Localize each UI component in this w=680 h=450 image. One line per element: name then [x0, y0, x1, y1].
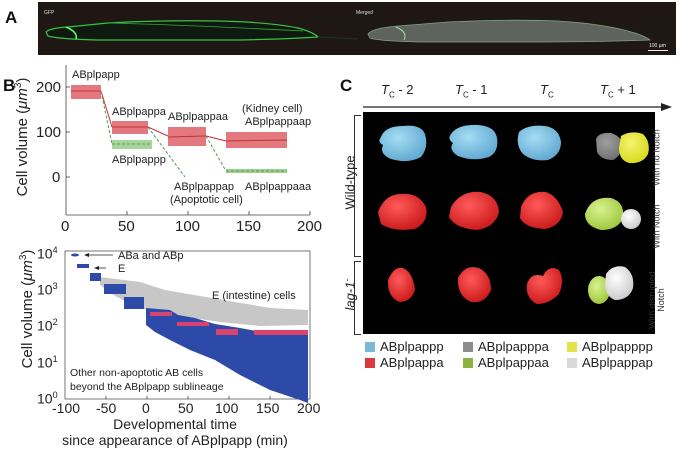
lag1-label: lag-1-: [342, 278, 358, 311]
label-abplpappp: ABplpappp: [112, 154, 166, 166]
cell-blue-tc-2: [379, 125, 427, 162]
legend-item-abplpappa: ABplpappa: [365, 355, 444, 370]
label-other-ab-line2: beyond the ABplpapp sublineage: [70, 381, 224, 393]
merged-label: Merged: [356, 10, 373, 16]
legend-item-abplpappap: ABplpappap: [567, 355, 653, 370]
legend-item-abplpapppa: ABplpapppa: [463, 339, 549, 354]
top-xtick-150: 150: [236, 218, 262, 235]
panel-a-letter: A: [5, 8, 18, 27]
label-intestine-cells: E (intestine) cells: [212, 290, 296, 302]
bottom-xtick-150: 150: [256, 400, 280, 416]
label-abplpappaa: ABplpappaa: [168, 111, 228, 123]
label-abplpappaap: ABplpappaap: [245, 116, 312, 128]
label-e: E: [118, 263, 126, 275]
cell-morphology-panel: [363, 112, 655, 334]
bottom-xtick-neg100: -100: [52, 400, 81, 416]
legend-swatch: [463, 341, 473, 352]
legend-item-abplpappaa: ABplpappaa: [463, 355, 549, 370]
time-label-tc-minus-1: TC - 1: [455, 82, 488, 100]
top-ytick-200: 200: [36, 79, 62, 96]
legend-item-abplpappp: ABplpappp: [365, 339, 444, 354]
bottom-ytick-10e1: 101: [37, 354, 58, 371]
bottom-xtick-200: 200: [297, 400, 321, 416]
cell-volume-scatter-chart: Cell volume (μm3) 104 103 102 101 100 AB…: [0, 240, 330, 450]
bottom-xtick-neg50: -50: [96, 400, 117, 416]
bottom-ytick-10e0: 100: [37, 390, 58, 407]
gfp-label: GFP: [44, 10, 55, 16]
top-xtick-200: 200: [297, 218, 323, 235]
label-kidney-cell: (Kidney cell): [242, 103, 303, 115]
bottom-x-axis-label-line1: Developmental time: [113, 416, 237, 432]
bottom-ytick-10e2: 102: [37, 317, 58, 334]
cell-blue-tc-1: [449, 124, 498, 160]
label-abplpappa: ABplpappa: [112, 106, 166, 118]
label-apoptotic-cell: (Apoptotic cell): [170, 194, 243, 206]
worm-images: [45, 19, 651, 43]
time-label-tc: TC: [540, 82, 554, 100]
time-arrow: [363, 103, 672, 111]
row-label-disrupted-notch: With disrupted Notch: [647, 271, 666, 329]
bottom-plot-area: [64, 250, 311, 403]
panel-b-letter: B: [3, 76, 16, 95]
legend-swatch: [365, 341, 375, 352]
row-label-no-notch: With no Notch: [651, 129, 662, 186]
time-label-tc-minus-2: TC - 2: [381, 82, 414, 100]
lag1-bracket: [354, 261, 361, 335]
legend-item-abplpapppp: ABplpapppp: [567, 339, 653, 354]
legend-swatch: [567, 357, 577, 368]
scale-bar-label: 100 µm: [649, 43, 666, 49]
legend-swatch: [365, 357, 375, 368]
bottom-x-axis-label-line2: since appearance of ABplpapp (min): [62, 432, 288, 448]
lineage-volume-chart: Cell volume (μm3) 200 100 0: [0, 60, 330, 240]
label-aba-abp: ABa and ABp: [118, 250, 184, 262]
legend-swatch: [463, 357, 473, 368]
label-abplpappap: ABplpappap: [174, 181, 234, 193]
microscopy-image: GFP Merged 100 µm: [38, 2, 676, 55]
row-label-with-notch: With Notch: [651, 204, 662, 249]
top-ytick-100: 100: [36, 124, 62, 141]
top-xtick-100: 100: [175, 218, 201, 235]
bottom-ytick-10e4: 104: [37, 245, 58, 262]
cell-gray-tc+1: [596, 132, 623, 160]
cell-blue-tc: [517, 125, 561, 161]
top-xtick-0: 0: [61, 218, 70, 235]
legend-swatch: [567, 341, 577, 352]
label-abplpapp: ABplpapp: [72, 69, 120, 81]
top-xtick-50: 50: [118, 218, 135, 235]
cell-renders: [378, 124, 649, 304]
bottom-xtick-100: 100: [215, 400, 239, 416]
bottom-xtick-0: 0: [142, 400, 150, 416]
top-ytick-0: 0: [52, 169, 61, 186]
wild-type-label: Wild-type: [342, 155, 358, 210]
panel-c-letter: C: [340, 76, 353, 95]
bottom-xtick-50: 50: [178, 400, 194, 416]
top-plot-area: [65, 65, 311, 216]
wild-type-bracket: [354, 115, 361, 257]
label-abplpappaaa: ABplpappaaa: [245, 181, 312, 193]
label-other-ab-line1: Other non-apoptotic AB cells: [70, 367, 204, 379]
bottom-ytick-10e3: 103: [37, 281, 58, 298]
scale-bar: [648, 50, 668, 51]
cell-yellow-tc+1: [619, 132, 649, 164]
time-label-tc-plus-1: TC + 1: [600, 82, 636, 100]
